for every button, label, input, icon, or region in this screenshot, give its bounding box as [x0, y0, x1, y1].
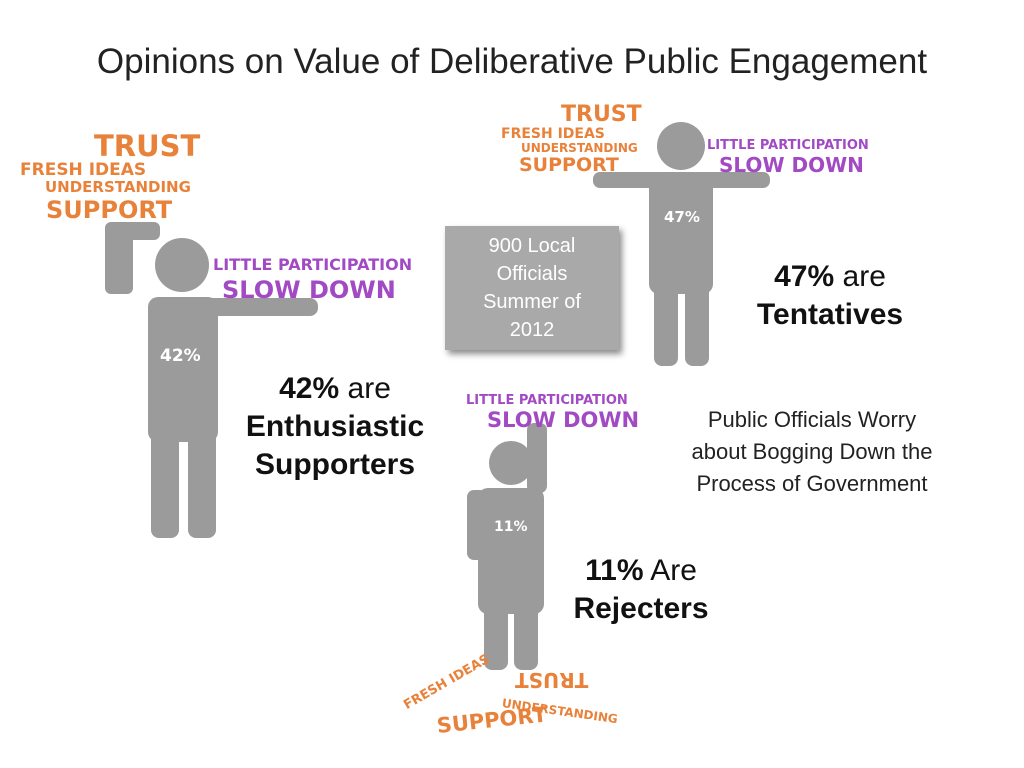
enthusiastic-label-line2: Enthusiastic [245, 410, 425, 443]
rejecter-label-line2: Rejecters [573, 592, 709, 625]
tentative-label-percent: 47% [774, 260, 835, 293]
enthusiastic-label-are: are [347, 372, 391, 405]
tentative-word-understanding: UNDERSTANDING [521, 141, 638, 155]
tentative-label: 47% are Tentatives [730, 258, 930, 334]
enthusiastic-hand [105, 222, 160, 240]
worry-note: Public Officials Worry about Bogging Dow… [645, 404, 979, 500]
enthusiastic-raised-arm [105, 224, 133, 294]
sample-box-line4: 2012 [509, 319, 555, 341]
rejecter-label-are: Are [650, 554, 697, 587]
tentative-head [657, 122, 705, 170]
tentative-torso [649, 172, 713, 294]
worry-note-line2: about Bogging Down the [691, 439, 933, 464]
sample-box: 900 Local Officials Summer of 2012 [445, 226, 619, 350]
enthusiastic-right-arm [190, 298, 318, 316]
tentative-word-little-participation: LITTLE PARTICIPATION [707, 138, 869, 153]
tentative-label-line2: Tentatives [756, 298, 904, 331]
worry-note-line3: Process of Government [696, 471, 928, 496]
rejecter-left-leg [484, 600, 508, 670]
enthusiastic-word-understanding: UNDERSTANDING [45, 178, 191, 196]
tentative-percent: 47% [664, 208, 700, 226]
rejecter-word-slow-down: SLOW DOWN [487, 408, 640, 432]
tentative-word-fresh-ideas: FRESH IDEAS [501, 126, 605, 142]
enthusiastic-label: 42% are Enthusiastic Supporters [222, 370, 448, 484]
enthusiastic-word-little-participation: LITTLE PARTICIPATION [213, 255, 413, 274]
sample-box-line1: 900 Local [488, 235, 576, 257]
rejecter-word-trust: TRUST [515, 668, 589, 692]
rejecter-label-percent: 11% [585, 554, 644, 587]
rejecter-raised-arm [527, 423, 547, 493]
rejecter-label: 11% Are Rejecters [548, 552, 734, 628]
enthusiastic-word-trust: TRUST [94, 129, 201, 163]
enthusiastic-label-line3: Supporters [254, 448, 416, 481]
enthusiastic-label-percent: 42% [279, 372, 340, 405]
enthusiastic-head [155, 238, 209, 292]
rejecter-left-arm [467, 490, 487, 560]
sample-box-line3: Summer of [483, 291, 581, 313]
tentative-word-support: SUPPORT [519, 154, 619, 176]
tentative-right-leg [685, 284, 709, 366]
rejecter-percent: 11% [494, 519, 528, 535]
sample-box-line2: Officials [496, 263, 568, 285]
slide-title: Opinions on Value of Deliberative Public… [96, 42, 928, 81]
enthusiastic-word-support: SUPPORT [46, 196, 173, 224]
tentative-label-are: are [842, 260, 886, 293]
enthusiastic-word-slow-down: SLOW DOWN [222, 276, 396, 304]
enthusiastic-right-leg [188, 430, 216, 538]
worry-note-line1: Public Officials Worry [707, 407, 917, 432]
rejecter-word-little-participation: LITTLE PARTICIPATION [466, 393, 628, 408]
enthusiastic-torso [148, 297, 218, 442]
enthusiastic-left-leg [151, 430, 179, 538]
rejecter-right-leg [514, 600, 538, 670]
enthusiastic-word-fresh-ideas: FRESH IDEAS [20, 160, 147, 180]
tentative-word-trust: TRUST [561, 102, 642, 127]
rejecter-head [489, 441, 533, 485]
enthusiastic-percent: 42% [160, 346, 201, 366]
tentative-word-slow-down: SLOW DOWN [719, 153, 864, 177]
tentative-left-leg [654, 284, 678, 366]
rejecter-torso [478, 488, 544, 614]
